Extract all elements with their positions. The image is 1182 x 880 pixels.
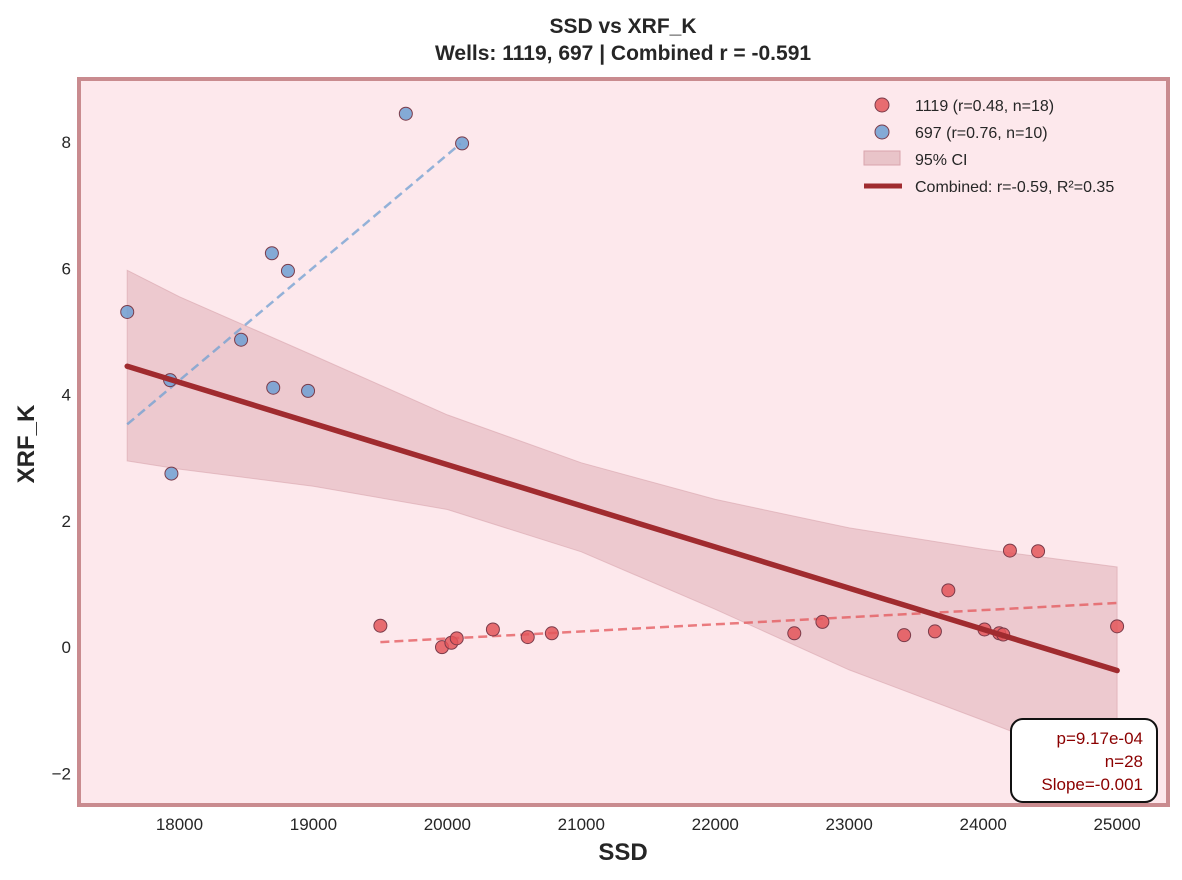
point-series-0-7: [787, 626, 802, 641]
point-series-0-9: [897, 628, 912, 643]
legend-marker-697: [874, 124, 890, 140]
y-tick-label-3: 4: [62, 386, 71, 405]
point-series-1-4: [264, 246, 279, 261]
point-series-1-0: [120, 304, 135, 319]
y-axis-label: XRF_K: [13, 404, 40, 483]
points-layer: [120, 106, 1125, 674]
fit-lines-layer: [126, 142, 1118, 644]
x-tick-label-0: 18000: [156, 815, 203, 834]
legend-marker-1119: [874, 97, 890, 113]
x-tick-label-5: 23000: [826, 815, 873, 834]
y-tick-label-0: −2: [52, 764, 71, 783]
x-tick-label-6: 24000: [960, 815, 1007, 834]
point-series-1-2: [164, 466, 179, 481]
stats-p-value: p=9.17e-04: [1057, 729, 1144, 748]
plot-frame: [77, 77, 1170, 807]
stats-slope: Slope=-0.001: [1041, 775, 1143, 794]
legend-label-1119: 1119 (r=0.48, n=18): [915, 98, 1054, 115]
fit-line-series-0: [380, 601, 1118, 644]
point-series-0-16: [1031, 544, 1046, 559]
point-series-0-17: [1110, 619, 1125, 634]
point-series-0-4: [485, 622, 500, 637]
point-series-1-7: [301, 383, 316, 398]
y-tick-label-5: 8: [62, 133, 71, 152]
point-series-0-10: [927, 624, 942, 639]
stats-annotation: p=9.17e-04 n=28 Slope=-0.001: [1010, 718, 1158, 803]
legend-label-ci: 95% CI: [915, 152, 967, 169]
point-series-1-3: [234, 332, 249, 347]
point-series-1-6: [280, 263, 295, 278]
y-tick-label-1: 0: [62, 638, 71, 657]
legend-label-combined: Combined: r=-0.59, R²=0.35: [915, 179, 1114, 196]
stats-n: n=28: [1105, 752, 1143, 771]
legend-marker-ci: [863, 150, 901, 166]
point-series-0-3: [449, 631, 464, 646]
x-tick-label-2: 20000: [424, 815, 471, 834]
point-series-0-0: [373, 618, 388, 633]
x-tick-label-7: 25000: [1093, 815, 1140, 834]
chart-subtitle: Wells: 1119, 697 | Combined r = -0.591: [435, 42, 811, 65]
point-series-0-8: [815, 614, 830, 629]
chart-title: SSD vs XRF_K: [549, 15, 696, 38]
point-series-0-11: [941, 583, 956, 598]
legend-label-697: 697 (r=0.76, n=10): [915, 125, 1048, 142]
combined-fit-line: [124, 363, 1120, 674]
legend: 1119 (r=0.48, n=18) 697 (r=0.76, n=10) 9…: [863, 97, 1114, 196]
y-tick-label-4: 6: [62, 259, 71, 278]
fit-line-series-1: [126, 142, 462, 426]
y-ticks: −2 0 2 4 6 8: [52, 133, 71, 783]
point-series-1-5: [266, 380, 281, 395]
point-series-0-15: [1002, 543, 1017, 558]
point-series-1-9: [455, 136, 470, 151]
point-series-0-5: [520, 630, 535, 645]
stats-box-frame: [1010, 718, 1158, 803]
y-tick-label-2: 2: [62, 512, 71, 531]
point-series-0-6: [544, 626, 559, 641]
x-tick-label-3: 21000: [558, 815, 605, 834]
x-tick-label-1: 19000: [290, 815, 337, 834]
x-axis-label: SSD: [598, 839, 647, 866]
plot-background: [79, 79, 1168, 805]
x-tick-label-4: 22000: [692, 815, 739, 834]
x-ticks: 18000 19000 20000 21000 22000 23000 24000 25000: [156, 815, 1141, 834]
point-series-1-8: [398, 106, 413, 121]
